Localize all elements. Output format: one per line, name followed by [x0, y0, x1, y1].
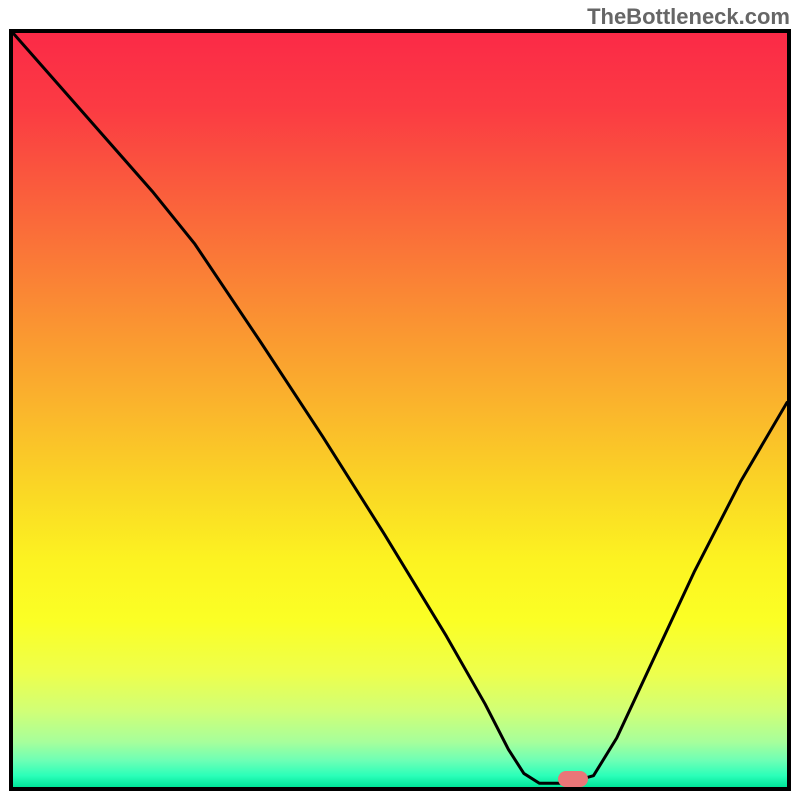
curve-layer	[13, 33, 787, 787]
watermark-text: TheBottleneck.com	[587, 4, 790, 30]
chart-container: TheBottleneck.com	[0, 0, 800, 800]
optimal-point-marker	[558, 771, 588, 787]
plot-area	[9, 29, 791, 791]
bottleneck-curve	[13, 33, 787, 783]
